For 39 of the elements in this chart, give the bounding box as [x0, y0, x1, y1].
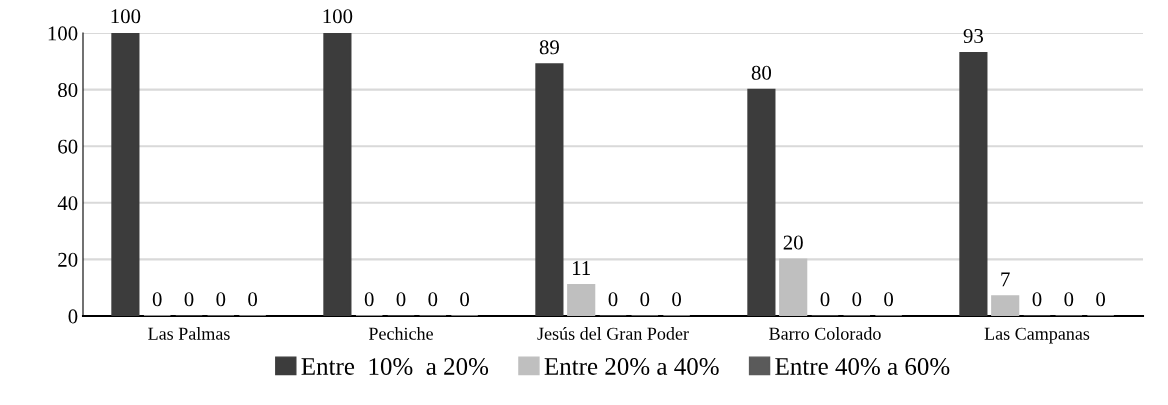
x-tick-label: Las Campanas	[984, 327, 1090, 344]
data-label: 80	[751, 65, 772, 80]
data-label: 0	[248, 292, 258, 307]
data-label: 20	[783, 235, 803, 250]
legend-label: Entre 40% a 60%	[775, 358, 950, 375]
data-label: 0	[852, 292, 862, 307]
data-label: 0	[672, 292, 682, 307]
y-tick-label: 0	[68, 309, 78, 324]
x-tick-label: Barro Colorado	[769, 327, 881, 340]
data-label: 0	[460, 292, 470, 307]
data-label: 93	[963, 29, 983, 44]
y-tick-label: 60	[58, 139, 78, 154]
data-label: 100	[111, 9, 141, 24]
data-label: 0	[396, 292, 406, 307]
data-label: 0	[884, 292, 894, 307]
data-label: 0	[428, 292, 438, 307]
data-label: 0	[1032, 292, 1042, 307]
data-label: 0	[1096, 292, 1106, 307]
data-label: 7	[1001, 272, 1010, 287]
x-tick-label: Pechiche	[368, 327, 433, 340]
y-tick-label: 20	[58, 252, 78, 267]
data-label: 0	[820, 292, 830, 307]
data-label: 0	[364, 292, 374, 307]
data-label: 100	[323, 9, 353, 24]
data-label: 0	[216, 292, 226, 307]
data-label: 0	[152, 292, 162, 307]
y-tick-label: 100	[48, 26, 78, 41]
legend-label: Entre 10% a 20%	[301, 358, 489, 375]
legend-label: Entre 20% a 40%	[544, 358, 719, 375]
data-label: 0	[640, 292, 650, 307]
x-tick-label: Las Palmas	[148, 327, 230, 340]
y-tick-label: 40	[57, 196, 78, 211]
data-label: 89	[539, 40, 559, 55]
x-tick-label: Jesús del Gran Poder	[537, 327, 689, 340]
data-label: 0	[184, 292, 194, 307]
data-label: 0	[1064, 292, 1074, 307]
data-label: 0	[608, 292, 618, 307]
y-tick-label: 80	[58, 82, 78, 98]
data-label: 11	[573, 261, 590, 275]
